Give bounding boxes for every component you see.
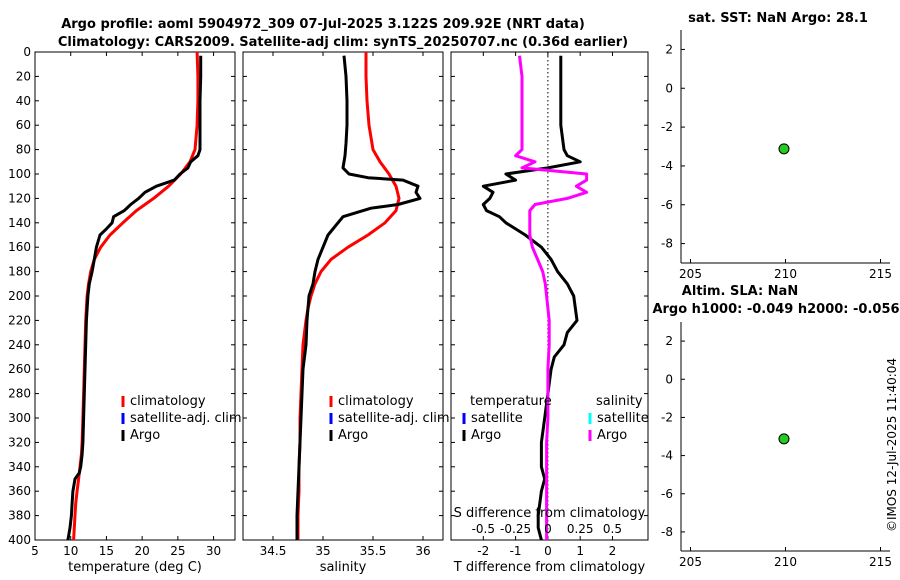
salinity-diff-xtick-label: 0.5: [603, 522, 622, 536]
depth-tick-label: 320: [8, 435, 31, 449]
sla-xtick-label: 205: [679, 555, 702, 569]
temperature-xtick-label: 25: [170, 544, 185, 558]
difference-xtick-label: 0: [544, 544, 552, 558]
difference-xlabel: T difference from climatology: [453, 560, 646, 575]
depth-tick-label: 140: [8, 216, 31, 230]
temperature-xtick-label: 20: [135, 544, 150, 558]
sla-xtick-label: 210: [774, 555, 797, 569]
depth-tick-label: 360: [8, 484, 31, 498]
sst-xtick-label: 210: [774, 267, 797, 281]
temperature-xtick-label: 5: [31, 544, 39, 558]
temperature-xtick-label: 15: [99, 544, 114, 558]
figure-title-line2: Climatology: CARS2009. Satellite-adj cli…: [58, 35, 628, 50]
temperature-xtick-label: 10: [63, 544, 78, 558]
sst-xtick-label: 215: [869, 267, 892, 281]
salinity-xtick-label: 34.5: [260, 544, 287, 558]
salinity-argo-line: [295, 55, 422, 540]
temperature-legend-climatology-label: climatology: [130, 394, 206, 409]
temperature-frame: [34, 51, 236, 541]
depth-tick-label: 60: [16, 118, 31, 132]
depth-tick-label: 80: [16, 143, 31, 157]
depth-tick-label: 380: [8, 509, 31, 523]
imos-timestamp: ©IMOS 12-Jul-2025 11:40:04: [885, 358, 899, 532]
sst-xtick-label: 205: [679, 267, 702, 281]
sla-ytick-label: 0: [665, 372, 673, 386]
salinity-diff-xtick-label: -0.5: [472, 522, 495, 536]
sst-ytick-label: -2: [661, 120, 673, 134]
temperature-argo-line: [66, 55, 203, 541]
sst-ytick-label: -4: [661, 159, 673, 173]
depth-tick-label: 300: [8, 411, 31, 425]
depth-tick-label: 340: [8, 460, 31, 474]
temperature-legend-satellite-label: satellite-adj. clim: [130, 411, 242, 426]
sla-title: Altim. SLA: NaN: [682, 284, 798, 299]
temperature-panel: 0 20 40 60 80 100 120 140 160 180 200 220 240 260 280 3…: [8, 45, 242, 575]
legend-salinity-argo-label: Argo: [597, 428, 627, 443]
sla-ytick-label: 2: [665, 334, 673, 348]
depth-tick-label: 240: [8, 338, 31, 352]
sst-ytick-label: 2: [665, 42, 673, 56]
sst-title: sat. SST: NaN Argo: 28.1: [688, 11, 868, 26]
salinity-legend-satellite-label: satellite-adj. clim: [338, 411, 450, 426]
sla-ytick-label: -4: [661, 449, 673, 463]
legend-salinity-header: salinity: [596, 394, 643, 409]
depth-tick-label: 160: [8, 240, 31, 254]
figure-title-line1: Argo profile: aoml 5904972_309 07-Jul-20…: [61, 17, 585, 32]
salinity-panel: 34.5 35 35.5 36 salinity climatology satellite…: [242, 51, 450, 575]
salinity-diff-argo-line: [514, 55, 589, 540]
difference-xtick-label: 2: [609, 544, 617, 558]
salinity-diff-xlabel: S difference from climatology: [454, 506, 646, 521]
temperature-xtick-label: 30: [206, 544, 221, 558]
salinity-legend-climatology-label: climatology: [338, 394, 414, 409]
sla-map-panel: 2 0 -2 -4 -6 -8 205 210 215: [661, 322, 892, 569]
depth-tick-label: 40: [16, 94, 31, 108]
legend-salinity-satellite-label: satellite: [597, 411, 649, 426]
temperature-climatology-line: [72, 51, 200, 541]
difference-xtick-label: -1: [510, 544, 522, 558]
legend-temperature-satellite-label: satellite: [471, 411, 523, 426]
salinity-legend-argo-label: Argo: [338, 428, 368, 443]
depth-tick-label: 180: [8, 265, 31, 279]
sla-ytick-label: -8: [661, 525, 673, 539]
depth-tick-label: 260: [8, 362, 31, 376]
sst-argo-location-point: [778, 143, 790, 155]
salinity-xlabel: salinity: [320, 560, 367, 575]
salinity-xtick-label: 35.5: [360, 544, 387, 558]
salinity-diff-xtick-label: -0.25: [500, 522, 531, 536]
sla-ytick-label: -6: [661, 487, 673, 501]
salinity-xtick-label: 35: [315, 544, 330, 558]
depth-tick-label: 220: [8, 313, 31, 327]
depth-tick-label: 120: [8, 191, 31, 205]
difference-panel: -2 -1 0 1 2 T difference from climatology S di…: [450, 51, 649, 575]
sla-subtitle: Argo h1000: -0.049 h2000: -0.056: [652, 302, 899, 317]
sst-ytick-label: -6: [661, 198, 673, 212]
salinity-diff-xtick-label: 0.25: [567, 522, 594, 536]
depth-tick-label: 100: [8, 167, 31, 181]
temperature-xlabel: temperature (deg C): [68, 560, 202, 575]
sla-xtick-label: 215: [869, 555, 892, 569]
difference-xtick-label: -2: [477, 544, 489, 558]
depth-tick-label: 20: [16, 69, 31, 83]
depth-tick-label: 400: [8, 533, 31, 547]
depth-tick-label: 200: [8, 289, 31, 303]
salinity-frame: [242, 51, 444, 541]
sla-argo-location-point: [778, 433, 790, 445]
legend-temperature-argo-label: Argo: [471, 428, 501, 443]
legend-temperature-header: temperature: [470, 394, 552, 409]
sst-ytick-label: -8: [661, 237, 673, 251]
depth-tick-label: 280: [8, 387, 31, 401]
salinity-diff-xtick-label: 0: [544, 522, 552, 536]
difference-xtick-label: 1: [576, 544, 584, 558]
difference-frame: [450, 51, 649, 541]
salinity-xtick-label: 36: [415, 544, 430, 558]
sst-ytick-label: 0: [665, 81, 673, 95]
temperature-legend-argo-label: Argo: [130, 428, 160, 443]
temperature-diff-argo-line: [481, 55, 582, 541]
sla-ytick-label: -2: [661, 410, 673, 424]
depth-tick-label: 0: [23, 45, 31, 59]
sst-map-panel: 2 0 -2 -4 -6 -8 205 210 215: [661, 30, 892, 281]
